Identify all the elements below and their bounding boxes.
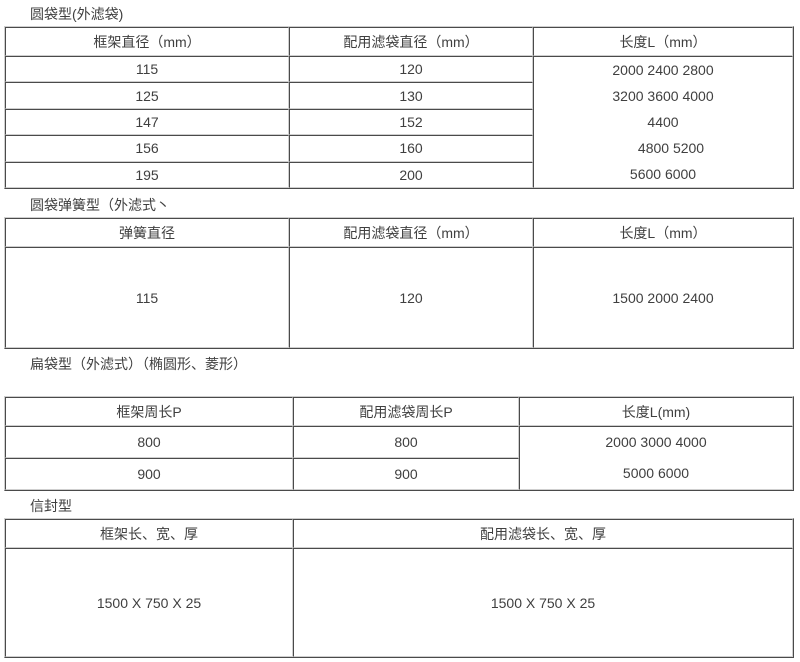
spring-diameter-cell: 115 (5, 247, 289, 348)
table-header-row: 框架长、宽、厚 配用滤袋长、宽、厚 (5, 519, 793, 548)
header-cell-bag-dimensions: 配用滤袋长、宽、厚 (293, 519, 793, 548)
frame-diameter-cell: 195 (5, 161, 289, 188)
header-cell-bag-diameter: 配用滤袋直径（mm） (289, 27, 533, 56)
bag-perimeter-cell: 900 (293, 458, 519, 490)
length-line: 2000 3000 4000 (605, 434, 707, 450)
section-title-round-bag: 圆袋型(外滤袋) (30, 6, 124, 22)
header-cell-bag-diameter: 配用滤袋直径（mm） (289, 218, 533, 247)
header-cell-length: 长度L(mm) (519, 397, 793, 426)
table-row: 800 800 2000 3000 4000 5000 6000 (5, 426, 793, 490)
table-row: 1500 X 750 X 25 1500 X 750 X 25 (5, 548, 793, 657)
table-row: 115 120 2000 2400 2800 3200 3600 4000 44… (5, 56, 793, 188)
frame-perimeter-cell: 900 (5, 458, 293, 490)
length-line: 4400 (647, 114, 679, 130)
header-cell-bag-perimeter: 配用滤袋周长P (293, 397, 519, 426)
frame-diameter-cell: 115 (5, 56, 289, 83)
length-line: 3200 3600 4000 (612, 88, 714, 104)
bag-diameter-cell: 152 (289, 108, 533, 136)
length-line: 5600 6000 (629, 166, 697, 182)
envelope-table: 框架长、宽、厚 配用滤袋长、宽、厚 1500 X 750 X 25 1500 X… (4, 518, 794, 658)
section-title-flat: 扁袋型（外滤式）（椭圆形、菱形） (30, 356, 247, 372)
table-header-row: 框架直径（mm） 配用滤袋直径（mm） 长度L（mm） (5, 27, 793, 56)
bag-diameter-cell: 130 (289, 82, 533, 109)
spec-page: 圆袋型(外滤袋) 框架直径（mm） 配用滤袋直径（mm） 长度L（mm） 115… (0, 6, 800, 658)
frame-perimeter-cell: 800 (5, 426, 293, 458)
length-values-cell: 2000 2400 2800 3200 3600 4000 4400 4800 … (533, 56, 793, 188)
table-row: 156 160 (5, 135, 793, 162)
spring-table: 弹簧直径 配用滤袋直径（mm） 长度L（mm） 115 120 1500 200… (4, 217, 794, 349)
table-header-row: 框架周长P 配用滤袋周长P 长度L(mm) (5, 397, 793, 426)
frame-diameter-cell: 156 (5, 135, 289, 162)
section-title-envelope: 信封型 (30, 498, 72, 514)
frame-dimensions-cell: 1500 X 750 X 25 (5, 548, 293, 657)
frame-diameter-cell: 147 (5, 108, 289, 136)
header-cell-length: 长度L（mm） (533, 218, 793, 247)
table-row: 195 200 (5, 161, 793, 188)
table-row: 115 120 1500 2000 2400 (5, 247, 793, 348)
header-cell-length: 长度L（mm） (533, 27, 793, 56)
length-line: 5000 6000 (622, 465, 690, 481)
section-title-spring: 圆袋弹簧型（外滤式丶 (30, 197, 170, 213)
bag-diameter-cell: 120 (289, 56, 533, 83)
frame-diameter-cell: 125 (5, 82, 289, 109)
header-cell-spring-diameter: 弹簧直径 (5, 218, 289, 247)
bag-perimeter-cell: 800 (293, 426, 519, 458)
bag-dimensions-cell: 1500 X 750 X 25 (293, 548, 793, 657)
header-cell-frame-dimensions: 框架长、宽、厚 (5, 519, 293, 548)
table-row: 900 900 (5, 458, 793, 490)
flat-bag-table: 框架周长P 配用滤袋周长P 长度L(mm) 800 800 2000 3000 … (4, 396, 794, 491)
length-values-cell: 2000 3000 4000 5000 6000 (519, 426, 793, 490)
length-values-cell: 1500 2000 2400 (533, 247, 793, 348)
table-header-row: 弹簧直径 配用滤袋直径（mm） 长度L（mm） (5, 218, 793, 247)
length-line: 4800 5200 (637, 140, 705, 156)
round-bag-table: 框架直径（mm） 配用滤袋直径（mm） 长度L（mm） 115 120 2000… (4, 26, 794, 189)
length-line: 2000 2400 2800 (612, 62, 714, 78)
bag-diameter-cell: 120 (289, 247, 533, 348)
header-cell-frame-diameter: 框架直径（mm） (5, 27, 289, 56)
table-row: 147 152 (5, 108, 793, 136)
bag-diameter-cell: 160 (289, 135, 533, 162)
bag-diameter-cell: 200 (289, 161, 533, 188)
table-row: 125 130 (5, 82, 793, 109)
header-cell-frame-perimeter: 框架周长P (5, 397, 293, 426)
